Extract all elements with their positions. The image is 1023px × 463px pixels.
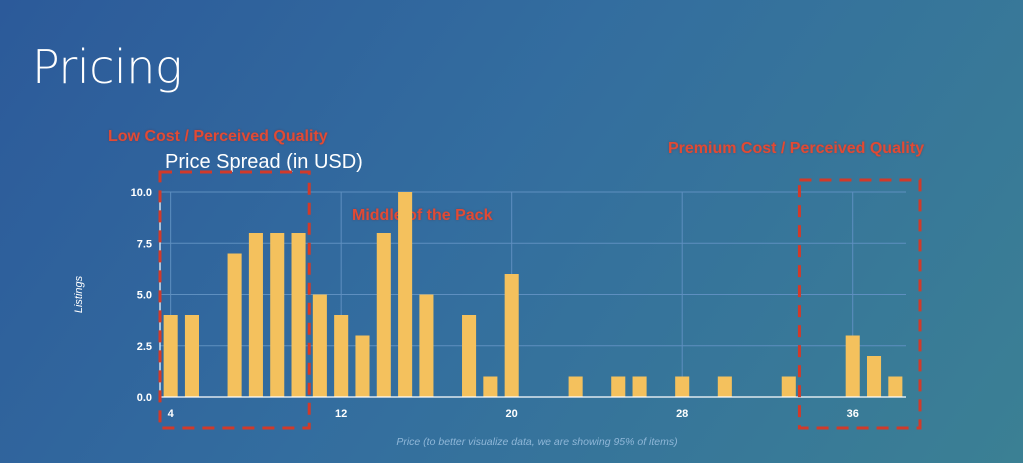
bar — [270, 233, 285, 397]
bar — [248, 233, 263, 397]
bar — [866, 356, 882, 397]
bars — [163, 192, 903, 397]
bar — [611, 376, 626, 397]
annotation-low-cost: Low Cost / Perceived Quality — [108, 128, 328, 145]
low-cost-highlight-box — [158, 170, 311, 430]
bar — [163, 315, 178, 397]
x-tick-label: 4 — [168, 408, 175, 420]
bar — [675, 376, 690, 397]
bar — [462, 315, 477, 397]
bar — [888, 376, 903, 397]
premium-highlight-box — [797, 178, 922, 430]
chart-title: Price Spread (in USD) — [165, 151, 363, 173]
y-tick-label: 0.0 — [137, 392, 152, 404]
bar — [291, 233, 306, 397]
bar — [568, 376, 583, 397]
bar — [845, 335, 860, 397]
bar — [781, 376, 796, 397]
annotation-middle: Middle of the Pack — [352, 207, 493, 224]
bar — [355, 335, 370, 397]
annotation-premium: Premium Cost / Perceived Quality — [668, 140, 925, 157]
bar — [312, 294, 327, 397]
x-axis-label: Price (to better visualize data, we are … — [396, 436, 677, 448]
bar — [483, 376, 498, 397]
bar — [419, 294, 434, 397]
bar — [398, 192, 413, 397]
y-tick-label: 2.5 — [137, 341, 152, 353]
bar — [632, 376, 647, 397]
tick-labels: 0.0 2.5 5.0 7.5 10.0 4 12 20 28 36 — [131, 187, 859, 420]
y-tick-label: 7.5 — [137, 238, 152, 250]
bar — [717, 376, 732, 397]
slide-title: Pricing — [32, 40, 182, 94]
highlight-boxes — [158, 170, 922, 430]
x-tick-label: 20 — [506, 408, 518, 420]
x-tick-label: 28 — [676, 408, 688, 420]
y-tick-label: 10.0 — [131, 187, 152, 199]
bar — [504, 274, 519, 397]
y-tick-label: 5.0 — [137, 290, 152, 302]
bar — [376, 233, 391, 397]
bar — [184, 315, 200, 397]
bar — [227, 253, 242, 397]
x-tick-label: 36 — [847, 408, 859, 420]
x-tick-label: 12 — [335, 408, 347, 420]
y-axis-label: Listings — [73, 275, 85, 313]
bar — [334, 315, 349, 397]
